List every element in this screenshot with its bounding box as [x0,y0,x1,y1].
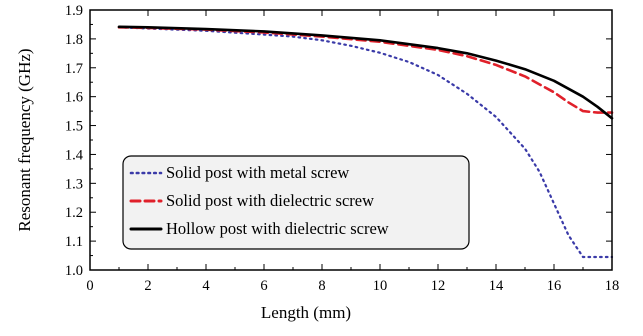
y-tick-label: 1.4 [65,147,84,163]
legend-label-hollow-post: Hollow post with dielectric screw [166,219,389,238]
x-tick-label: 0 [86,278,93,294]
x-tick-label: 16 [547,278,562,294]
series-metal-screw-line [117,26,614,259]
y-tick-label: 1.3 [65,176,83,192]
y-tick-label: 1.5 [65,119,83,135]
x-axis-label: Length (mm) [261,303,351,322]
x-tick-label: 8 [318,278,325,294]
x-tick-label: 4 [202,278,210,294]
y-tick-label: 1.2 [65,205,83,221]
plot-frame [89,9,613,271]
legend-label-metal-screw: Solid post with metal screw [166,163,349,182]
x-tick-label: 14 [489,278,504,294]
x-axis-ticks: 0 2 4 6 8 10 12 14 16 18 [86,10,619,294]
y-axis-label: Resonant frequency (GHz) [15,48,34,231]
legend-label-dielectric-screw: Solid post with dielectric screw [166,191,374,210]
y-tick-label: 1.6 [65,90,83,106]
y-tick-label: 1.9 [65,3,83,19]
y-tick-label: 1.7 [65,61,83,77]
legend: Solid post with metal screw Solid post w… [122,155,470,250]
series-layer [117,25,614,259]
y-tick-label: 1.1 [65,234,83,250]
x-tick-label: 6 [260,278,267,294]
x-tick-label: 2 [144,278,151,294]
y-tick-label: 1.0 [65,263,83,279]
x-tick-label: 12 [431,278,446,294]
y-tick-label: 1.8 [65,32,83,48]
y-axis-ticks: 1.0 1.1 1.2 1.3 1.4 1.5 1.6 1.7 1.8 1.9 [65,3,612,279]
series-hollow-post-line [117,25,614,120]
x-tick-label: 18 [605,278,620,294]
x-tick-label: 10 [373,278,388,294]
legend-box [122,155,470,250]
